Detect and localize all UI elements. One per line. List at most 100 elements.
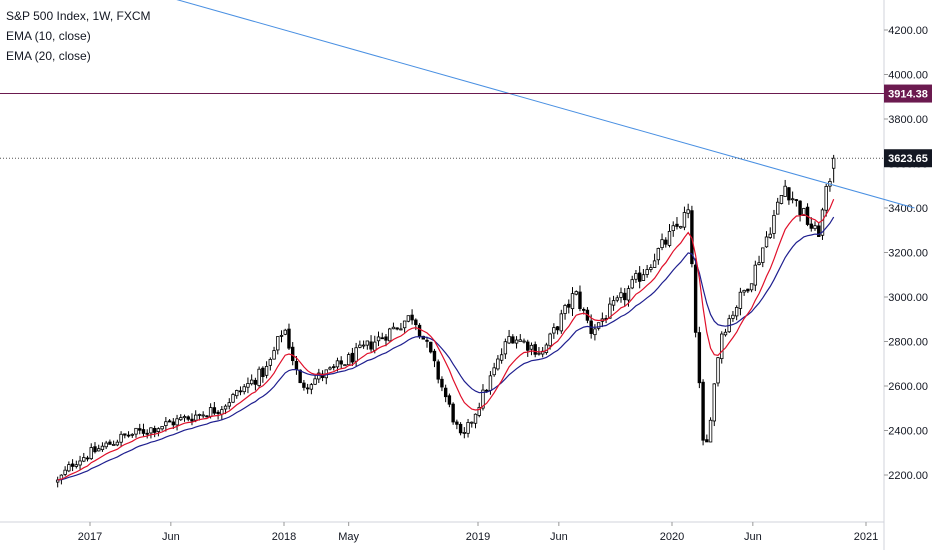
candle-body (768, 233, 772, 238)
candle-body (578, 291, 582, 309)
candle-body (813, 225, 817, 230)
candle-body (138, 428, 142, 431)
candle-body (67, 464, 71, 472)
candle-body (723, 331, 728, 336)
candle-body (388, 328, 392, 342)
legend-ema10: EMA (10, close) (6, 29, 91, 43)
candle-body (492, 367, 496, 376)
candle-body (671, 225, 675, 232)
candle-body (82, 457, 86, 462)
candle-body (809, 223, 813, 229)
candle-body (231, 394, 235, 403)
candle-body (552, 327, 556, 334)
candle-body (152, 428, 157, 433)
candle-body (734, 307, 739, 317)
candle-body (596, 322, 601, 329)
candle-body (705, 439, 709, 443)
candle-body (141, 429, 146, 434)
candle-body (249, 379, 254, 385)
candle-body (757, 262, 761, 265)
candle-body (432, 350, 437, 362)
candle-body (611, 300, 616, 306)
candle-body (346, 354, 351, 366)
candle-body (634, 273, 638, 280)
candle-body (731, 314, 735, 319)
candle-body (693, 264, 698, 333)
candle-body (582, 308, 586, 311)
candle-body (332, 366, 336, 369)
legend-ema20: EMA (20, close) (6, 49, 91, 63)
trendline[interactable] (0, 0, 915, 209)
candle-body (637, 272, 642, 282)
candle-body (93, 446, 97, 453)
candle-body (455, 421, 459, 425)
candle-body (317, 372, 321, 380)
candle-body (63, 469, 67, 475)
candle-body (503, 341, 508, 355)
candle-body (410, 314, 414, 321)
x-tick-label: Jun (744, 531, 762, 543)
candle-body (563, 305, 567, 314)
x-tick-label: 2017 (78, 531, 102, 543)
candle-body (470, 421, 474, 424)
candle-body (399, 328, 403, 331)
candle-body (294, 361, 299, 370)
candle-body (197, 414, 202, 416)
candle-body (328, 367, 332, 370)
candle-body (313, 378, 317, 385)
candle-body (350, 352, 355, 363)
candle-body (302, 382, 306, 388)
candle-body (447, 395, 452, 405)
candle-body (246, 383, 250, 388)
candle-body (641, 274, 646, 281)
y-tick-label: 3400.00 (888, 203, 928, 215)
candle-body (190, 418, 194, 422)
candle-body (257, 368, 261, 386)
y-tick-label: 2800.00 (888, 337, 928, 349)
x-tick-label: 2019 (466, 531, 490, 543)
candle-body (186, 416, 190, 420)
candle-body (145, 432, 149, 435)
y-tick-label: 4000.00 (888, 70, 928, 82)
candle-body (499, 354, 504, 361)
y-tick-label: 2400.00 (888, 426, 928, 438)
candle-body (134, 427, 138, 435)
candle-body (208, 407, 213, 417)
candle-body (511, 336, 515, 344)
candle-body (380, 337, 384, 340)
candle-body (175, 418, 179, 426)
candle-body (716, 357, 720, 384)
candle-body (115, 441, 120, 446)
candle-body (790, 198, 795, 201)
candle-body (339, 360, 343, 365)
candle-body (365, 340, 370, 346)
candle-body (798, 200, 802, 216)
candle-body (458, 423, 463, 434)
candle-body (783, 185, 787, 197)
candle-body (623, 292, 627, 301)
candle-body (429, 341, 433, 353)
legend-title: S&P 500 Index, 1W, FXCM (6, 9, 151, 23)
candle-body (298, 369, 302, 384)
candle-body (436, 361, 440, 380)
candle-body (802, 208, 806, 216)
candle-body (630, 279, 634, 289)
candle-body (679, 226, 683, 229)
candle-body (477, 406, 481, 416)
last-price-label: 3623.65 (888, 153, 928, 165)
candle-body (395, 327, 399, 330)
candle-body (164, 421, 168, 427)
candle-body (664, 239, 668, 245)
candle-body (574, 291, 578, 295)
candle-body (238, 390, 243, 393)
candle-body (425, 339, 429, 342)
candle-body (831, 157, 836, 169)
candle-body (261, 367, 265, 377)
candle-body (481, 389, 485, 409)
candle-body (626, 288, 631, 301)
last-price-tag (884, 149, 932, 168)
candle-body (97, 448, 101, 452)
candle-body (742, 289, 746, 293)
candle-body (514, 339, 519, 344)
